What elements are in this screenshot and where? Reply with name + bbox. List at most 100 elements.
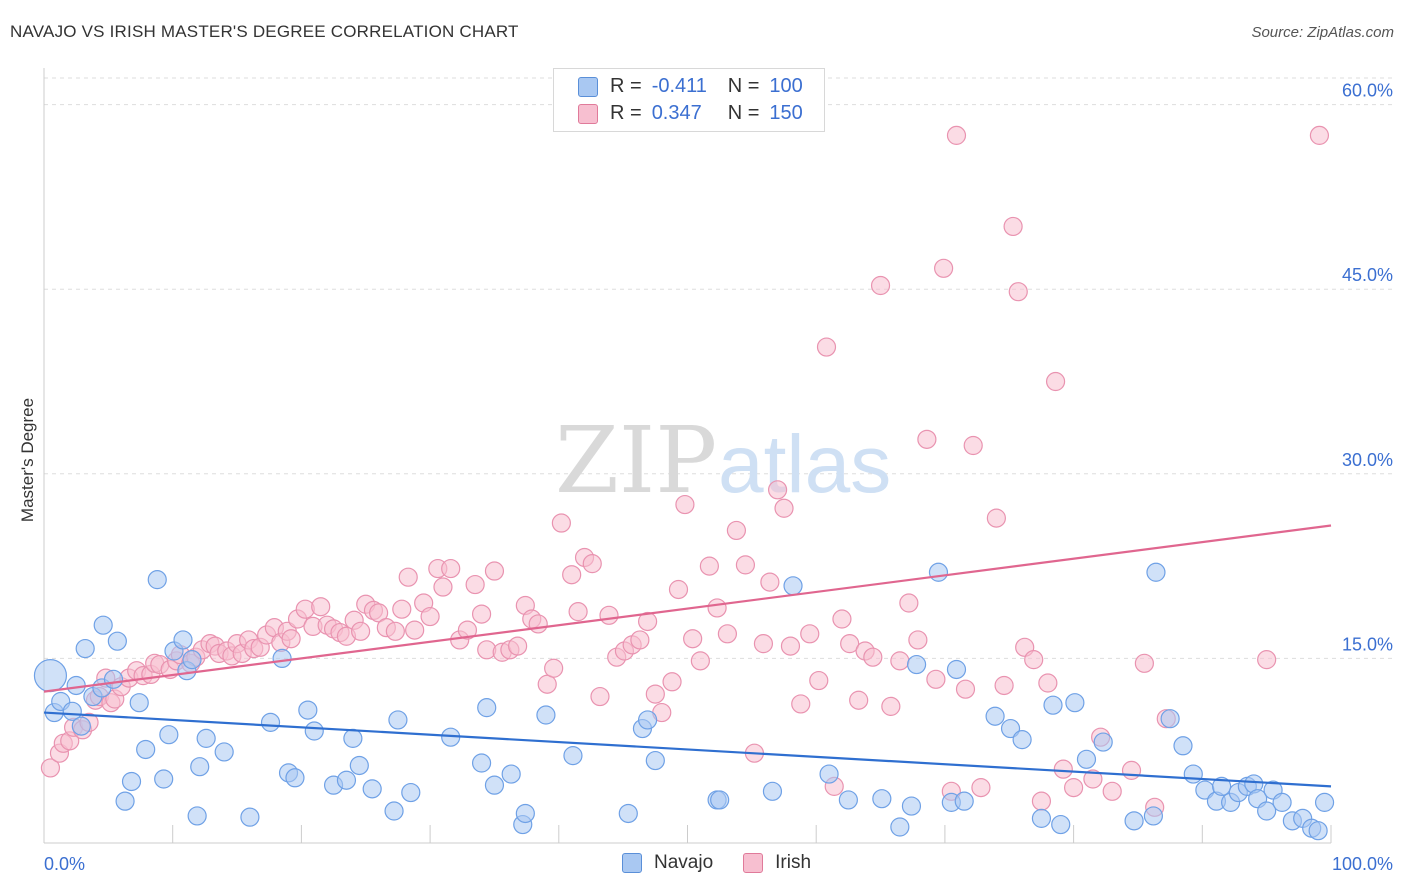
point-navajo (349, 755, 369, 776)
point-irish (707, 598, 727, 618)
point-navajo (645, 750, 665, 771)
point-navajo (1146, 562, 1166, 582)
chart-title: NAVAJO VS IRISH MASTER'S DEGREE CORRELAT… (10, 22, 519, 41)
point-irish (1031, 791, 1052, 811)
point-irish (590, 686, 610, 707)
point-irish (420, 606, 440, 627)
point-irish (638, 611, 658, 632)
point-irish (899, 593, 919, 613)
series-navajo (33, 562, 1335, 841)
trend-line-irish (43, 524, 1332, 693)
point-navajo (710, 790, 730, 810)
point-navajo (154, 769, 174, 789)
point-irish (369, 603, 389, 623)
point-navajo (1065, 693, 1085, 713)
point-irish (753, 634, 774, 654)
point-navajo (1093, 732, 1113, 752)
point-navajo (1043, 695, 1063, 715)
point-navajo (136, 739, 156, 760)
point-irish (1134, 653, 1154, 673)
bottom-legend-irish: Irish (743, 852, 811, 874)
point-irish (433, 577, 453, 597)
point-irish (690, 651, 710, 671)
point-navajo (343, 728, 363, 748)
point-irish (528, 614, 548, 634)
point-irish (917, 429, 937, 449)
point-navajo (62, 701, 82, 721)
point-navajo (1212, 776, 1232, 796)
point-navajo (536, 705, 556, 725)
point-irish (767, 480, 788, 500)
bottom-legend: Navajo Irish (622, 852, 841, 874)
point-navajo (115, 791, 135, 811)
point-navajo (471, 753, 492, 773)
point-irish (457, 620, 478, 640)
point-irish (774, 498, 794, 518)
point-irish (668, 579, 689, 600)
point-navajo (1308, 821, 1328, 841)
point-irish (1003, 216, 1023, 237)
point-irish (385, 621, 405, 641)
point-irish (986, 508, 1006, 528)
point-irish (1257, 650, 1277, 670)
point-navajo (563, 746, 583, 766)
point-irish (551, 513, 571, 533)
point-irish (934, 258, 954, 278)
point-irish (717, 624, 737, 644)
point-irish (816, 337, 837, 357)
point-irish (630, 630, 650, 650)
point-irish (562, 565, 582, 585)
point-irish (890, 651, 910, 671)
bottom-legend-swatch-navajo (622, 853, 642, 873)
point-navajo (1257, 801, 1277, 821)
point-navajo (1173, 736, 1193, 756)
x-tick-label: 0.0% (44, 854, 85, 874)
point-irish (791, 694, 811, 714)
bottom-legend-label-navajo: Navajo (654, 852, 714, 873)
point-navajo (384, 801, 404, 821)
legend-r-value: -0.411 (651, 75, 707, 97)
point-irish (544, 658, 564, 678)
point-navajo (173, 630, 193, 650)
point-navajo (260, 712, 281, 732)
trend-lines (43, 524, 1332, 788)
point-navajo (93, 615, 113, 635)
point-navajo (298, 700, 318, 720)
point-navajo (304, 721, 324, 741)
watermark-atlas: atlas (718, 419, 891, 510)
tick-labels: 15.0% 30.0% 45.0% 60.0% 0.0% 100.0% (44, 81, 1393, 874)
point-irish (994, 675, 1014, 696)
legend-r-label: R = (610, 75, 642, 97)
legend-swatch-irish (578, 103, 598, 124)
point-navajo (985, 706, 1005, 726)
point-irish (281, 629, 301, 649)
point-irish (645, 684, 665, 704)
watermark-zip: ZIP (555, 407, 717, 514)
point-navajo (638, 710, 658, 730)
point-irish (946, 125, 967, 145)
point-irish (840, 634, 860, 654)
y-tick-label: 60.0% (1342, 81, 1393, 101)
grid-lines (44, 77, 1394, 659)
x-tick-label: 100.0% (1332, 854, 1393, 874)
legend-r-value: 0.347 (651, 102, 702, 124)
point-navajo (75, 638, 95, 659)
point-navajo (336, 770, 357, 790)
point-navajo (182, 650, 202, 670)
bottom-legend-navajo: Navajo (622, 852, 713, 874)
bottom-legend-label-irish: Irish (775, 852, 812, 873)
point-navajo (103, 669, 124, 689)
point-irish (1008, 282, 1028, 302)
legend-n-value: 100 (769, 75, 803, 97)
point-navajo (107, 631, 127, 651)
point-irish (1309, 125, 1330, 145)
point-irish (1038, 673, 1058, 693)
source-label: Source: ZipAtlas.com (1251, 24, 1394, 41)
point-navajo (954, 791, 974, 811)
bottom-legend-swatch-irish (743, 853, 764, 873)
legend-swatch-navajo (578, 76, 598, 97)
point-irish (780, 636, 801, 656)
point-irish (465, 574, 485, 595)
point-irish (683, 629, 703, 649)
